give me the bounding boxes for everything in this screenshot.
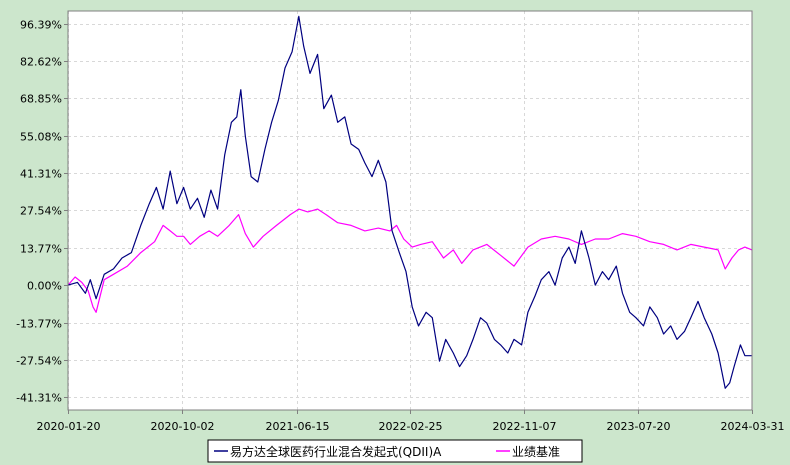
y-tick-label: -13.77% (16, 318, 62, 331)
y-tick-label: -41.31% (16, 392, 62, 405)
y-tick-label: 82.62% (20, 56, 62, 69)
y-tick-label: 68.85% (20, 93, 62, 106)
gridlines (68, 11, 753, 410)
y-tick-label: -27.54% (16, 355, 62, 368)
y-tick-label: 96.39% (20, 19, 62, 32)
x-tick-label: 2020-10-02 (151, 420, 215, 433)
legend-fund-label: 易方达全球医药行业混合发起式(QDII)A (230, 444, 442, 459)
fund-series-line (67, 15, 752, 389)
series-layer (67, 15, 753, 389)
y-tick-label: 13.77% (20, 243, 62, 256)
y-tick-label: 55.08% (20, 131, 62, 144)
y-axis-ticks: 96.39% 82.62% 68.85% 55.08% 41.31% 27.54% 13.7… (16, 19, 68, 405)
x-tick-label: 2022-11-07 (493, 420, 557, 433)
y-tick-label: 41.31% (20, 168, 62, 181)
legend: 易方达全球医药行业混合发起式(QDII)A 业绩基准 (207, 439, 583, 463)
y-tick-label: 27.54% (20, 205, 62, 218)
x-axis-ticks: 2020-01-20 2020-10-02 2021-06-15 2022-02-25… (37, 410, 785, 433)
plot-border (67, 10, 753, 411)
x-tick-label: 2021-06-15 (266, 420, 330, 433)
x-tick-label: 2022-02-25 (379, 420, 443, 433)
x-tick-label: 2024-03-31 (721, 420, 785, 433)
x-tick-label: 2020-01-20 (37, 420, 101, 433)
legend-benchmark-label: 业绩基准 (512, 445, 560, 459)
y-tick-label: 0.00% (27, 280, 62, 293)
x-tick-label: 2023-07-20 (607, 420, 671, 433)
benchmark-series-line (67, 208, 753, 313)
legend-box (207, 439, 583, 463)
